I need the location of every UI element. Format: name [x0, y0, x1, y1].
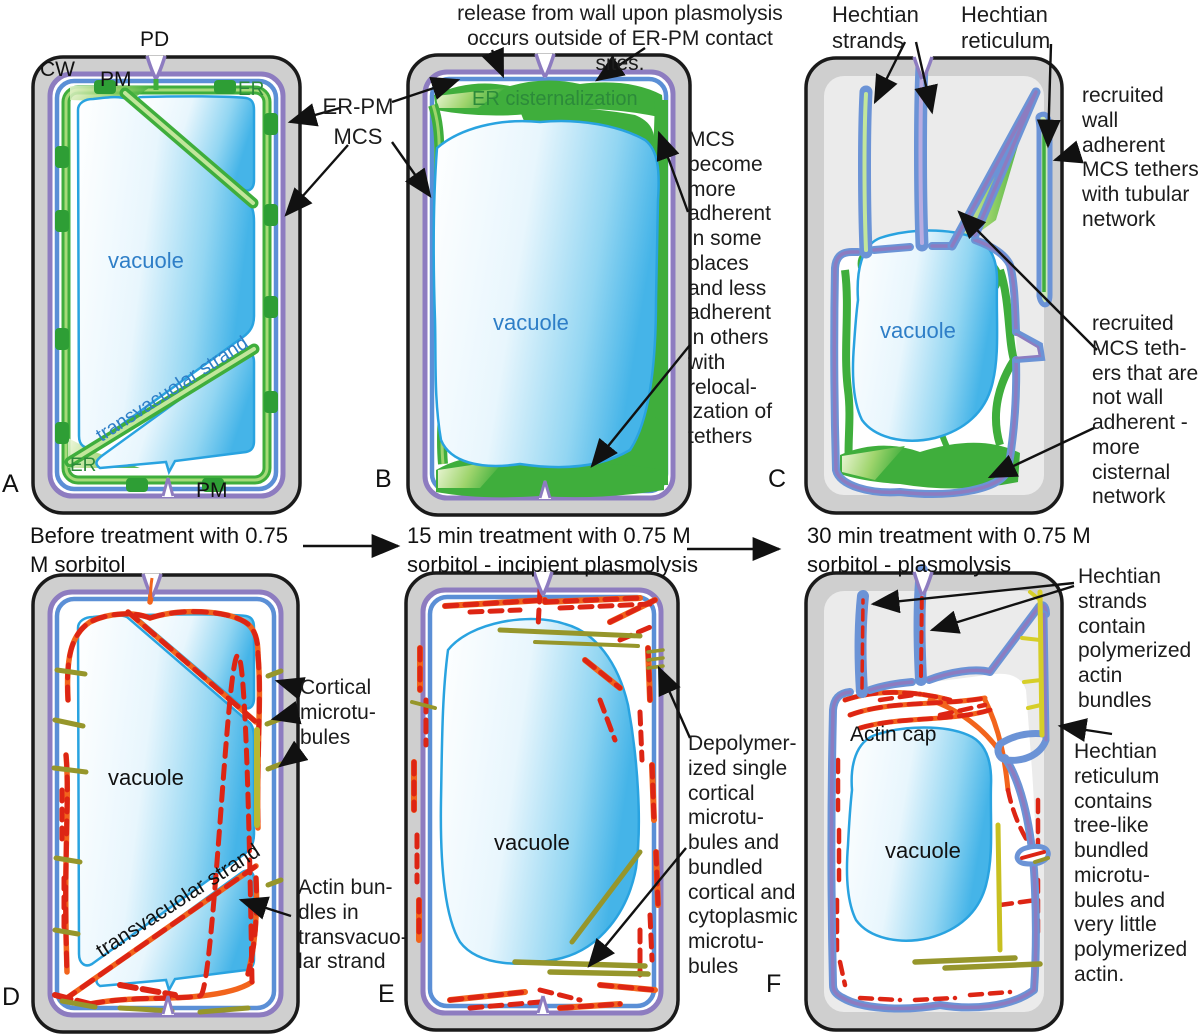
hechtian-strands-label-c: Hechtian strands — [832, 2, 919, 53]
panel-a-cell — [31, 55, 302, 515]
vacuole-label-b: vacuole — [493, 310, 569, 335]
panel-letter-a: A — [2, 470, 19, 498]
actin-bundles-note: Actin bun- dles in transvacuo- lar stran… — [298, 876, 408, 974]
caption-b: 15 min treatment with 0.75 M sorbitol - … — [407, 523, 698, 578]
vacuole-label-a: vacuole — [108, 248, 184, 273]
vacuole-label-f: vacuole — [885, 838, 961, 863]
er-pm-mcs-patches — [55, 80, 278, 492]
panel-letter-d: D — [2, 983, 21, 1011]
panel-f-cell — [804, 564, 1064, 1032]
hechtian-strands-note-f: Hechtian strands contain polymerized act… — [1078, 565, 1192, 712]
er-pm-mcs-label: ER-PM MCS — [322, 94, 394, 149]
hechtian-reticulum-note-f: Hechtian reticulum contains tree-like bu… — [1074, 740, 1188, 986]
pm-bottom-label: PM — [196, 479, 228, 502]
caption-a: Before treatment with 0.75 M sorbitol — [30, 523, 289, 578]
panel-letter-c: C — [768, 465, 787, 493]
recruited-mcs-note: recruited MCS teth- ers that are not wal… — [1092, 312, 1199, 509]
vacuole-label-e: vacuole — [494, 830, 570, 855]
cortical-mt-note: Cortical microtu- bules — [300, 676, 376, 749]
panel-d-cell — [31, 573, 300, 1034]
panel-letter-e: E — [378, 980, 395, 1008]
recruited-wall-note: recruited wall adherent MCS tethers with… — [1082, 84, 1199, 231]
microtubule-tree — [912, 589, 1050, 971]
actin-fragments — [411, 587, 661, 1011]
annotation-arrows — [238, 41, 1113, 968]
er-bottom-label: ER — [70, 455, 97, 476]
panel-e-cell — [404, 571, 680, 1032]
caption-c: 30 min treatment with 0.75 M sorbitol - … — [807, 523, 1091, 578]
vacuole-label-c: vacuole — [880, 318, 956, 343]
pm-top-label: PM — [100, 68, 132, 91]
microtubule-bundles — [410, 627, 665, 977]
hechtian-reticulum-label-c: Hechtian reticulum — [961, 2, 1051, 53]
panel-b-cell — [406, 53, 692, 517]
er-top-label: ER — [238, 79, 265, 100]
er-cisternalization-label: ER cisternalization — [472, 88, 638, 110]
pd-label: PD — [140, 28, 170, 51]
release-note: release from wall upon plasmolysis occur… — [457, 2, 783, 75]
actin-cap-label: Actin cap — [850, 723, 937, 746]
panel-letter-f: F — [766, 970, 782, 998]
depolymerized-note: Depolymer- ized single cortical microtu-… — [688, 732, 798, 978]
cw-label: CW — [40, 58, 75, 81]
panel-c-cell — [804, 56, 1064, 515]
vacuole-label-d: vacuole — [108, 765, 184, 790]
mcs-become-note: MCS become more adherent in some places … — [688, 128, 773, 449]
panel-letter-b: B — [375, 465, 392, 493]
